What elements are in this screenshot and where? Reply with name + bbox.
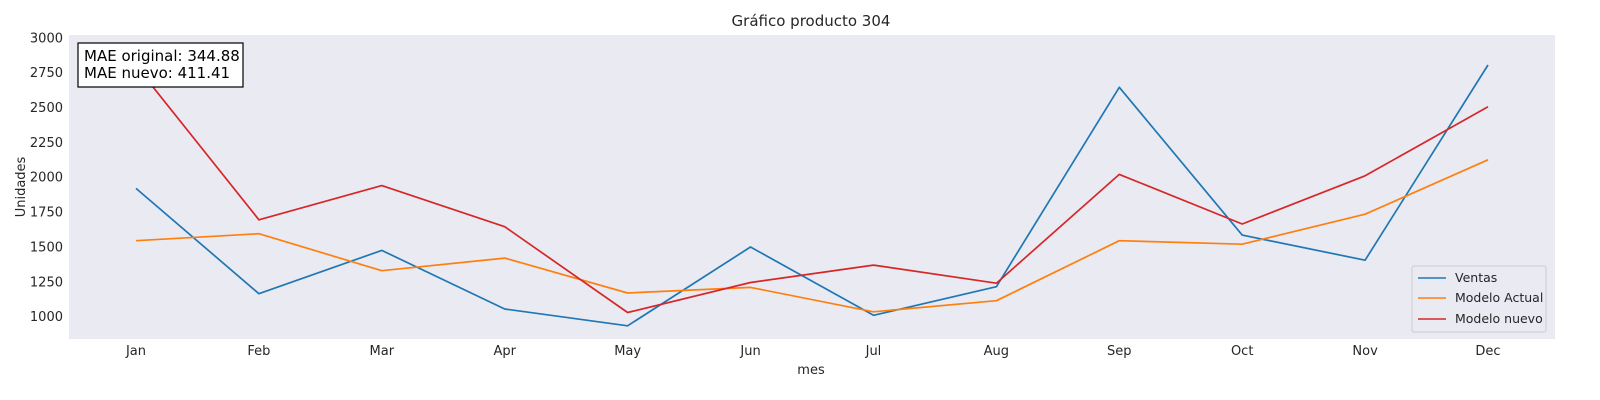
x-tick-label: Jul xyxy=(865,344,882,359)
series-line-modelo-actual xyxy=(135,159,1489,313)
legend-box xyxy=(1411,265,1547,333)
x-tick-label: Nov xyxy=(1352,344,1378,359)
plot-area xyxy=(69,35,1555,339)
y-tick-label: 2250 xyxy=(30,136,63,151)
annotation-line-1: MAE original: 344.88 xyxy=(84,47,240,65)
x-tick-label: Oct xyxy=(1231,344,1253,359)
series-line-modelo-nuevo xyxy=(135,65,1489,314)
annotation-box xyxy=(77,42,244,88)
x-tick-label: Jun xyxy=(739,344,760,359)
x-tick-label: Feb xyxy=(247,344,270,359)
mae-annotation: MAE original: 344.88 MAE nuevo: 411.41 xyxy=(77,42,244,88)
legend-label-ventas: Ventas xyxy=(1455,270,1497,285)
series-lines xyxy=(135,64,1489,327)
legend[interactable]: Ventas Modelo Actual Modelo nuevo xyxy=(1411,265,1547,333)
y-tick-label: 2750 xyxy=(30,66,63,81)
y-tick-label: 2000 xyxy=(30,171,63,186)
x-axis-label: mes xyxy=(797,363,825,378)
y-axis: 1000 1250 1500 1750 2000 2250 2500 2750 3000 xyxy=(30,31,63,325)
chart-title: Gráfico producto 304 xyxy=(732,12,891,30)
x-tick-label: Sep xyxy=(1107,344,1132,359)
y-tick-label: 2500 xyxy=(30,101,63,116)
y-tick-label: 1000 xyxy=(30,310,63,325)
x-tick-label: Aug xyxy=(984,344,1009,359)
y-tick-label: 1250 xyxy=(30,275,63,290)
y-tick-label: 3000 xyxy=(30,31,63,46)
y-tick-label: 1500 xyxy=(30,240,63,255)
y-axis-label: Unidades xyxy=(14,156,29,217)
x-tick-label: Dec xyxy=(1475,344,1500,359)
x-tick-label: Apr xyxy=(493,344,516,359)
legend-label-modelo-actual: Modelo Actual xyxy=(1455,290,1543,305)
x-axis: Jan Feb Mar Apr May Jun Jul Aug Sep Oct Nov Dec xyxy=(125,344,1501,359)
x-tick-label: May xyxy=(614,344,641,359)
x-tick-label: Mar xyxy=(370,344,395,359)
x-tick-label: Jan xyxy=(125,344,146,359)
y-tick-label: 1750 xyxy=(30,206,63,221)
legend-label-modelo-nuevo: Modelo nuevo xyxy=(1455,311,1543,326)
annotation-line-2: MAE nuevo: 411.41 xyxy=(84,64,230,82)
